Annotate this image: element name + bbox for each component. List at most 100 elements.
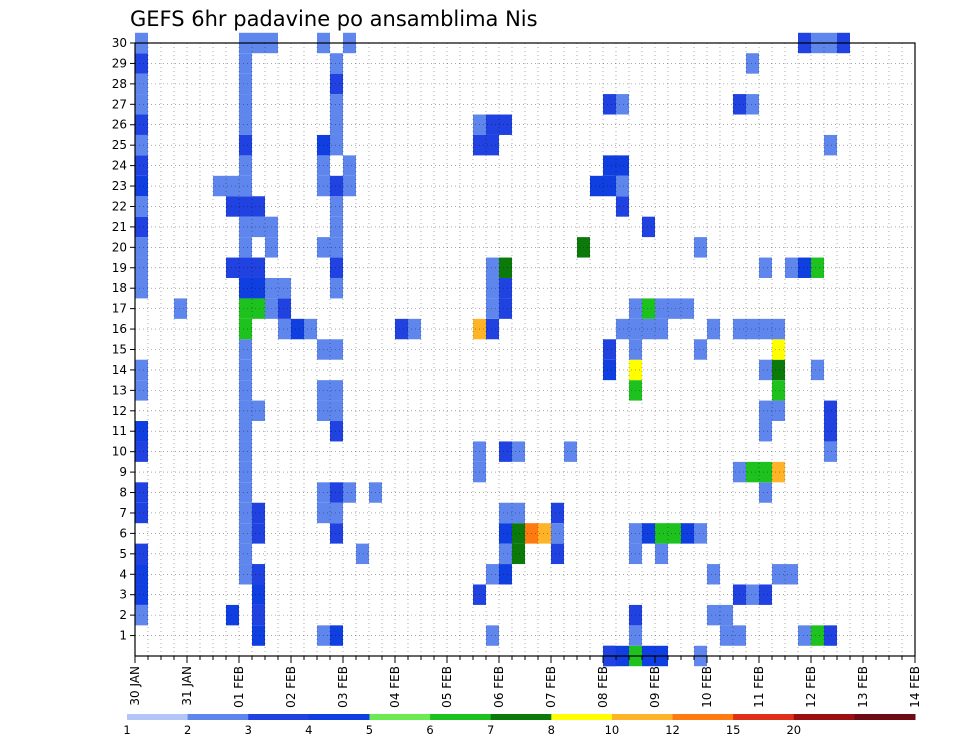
heatmap-cell (551, 502, 564, 524)
heatmap-cell (239, 134, 252, 156)
heatmap-cell (694, 237, 707, 258)
heatmap-cells (135, 32, 850, 667)
y-tick-label: 14 (112, 363, 127, 377)
heatmap-cell (330, 216, 343, 238)
heatmap-cell (499, 564, 512, 585)
heatmap-cell (499, 523, 512, 544)
heatmap-cell (135, 482, 148, 503)
heatmap-cell (395, 318, 408, 340)
heatmap-cell (616, 196, 629, 217)
heatmap-cell (304, 318, 317, 340)
heatmap-cell (655, 543, 668, 565)
heatmap-cell (811, 257, 824, 278)
heatmap-cell (642, 298, 655, 319)
heatmap-cell (239, 318, 252, 340)
colorbar-segment (672, 714, 734, 720)
heatmap-cell (642, 318, 655, 340)
heatmap-cell (655, 523, 668, 544)
heatmap-cell (603, 155, 616, 176)
heatmap-cell (330, 400, 343, 422)
heatmap-cell (135, 134, 148, 156)
colorbar-segment (430, 714, 492, 720)
y-tick-label: 18 (112, 281, 127, 295)
heatmap-cell (330, 53, 343, 74)
heatmap-cell (239, 298, 252, 319)
heatmap-cell (616, 155, 629, 176)
heatmap-cell (135, 380, 148, 401)
heatmap-cell (252, 604, 265, 626)
x-tick-label: 09 FEB (648, 666, 662, 708)
colorbar-segment (187, 714, 249, 720)
heatmap-cell (239, 114, 252, 135)
heatmap-cell (551, 523, 564, 544)
heatmap-cell (135, 114, 148, 135)
colorbar: 1 2 3 4 5 6 7 8 10 12 15 20 (123, 714, 916, 737)
colorbar-label: 8 (548, 723, 555, 737)
heatmap-cell (564, 441, 577, 462)
heatmap-cell (239, 441, 252, 462)
colorbar-label: 4 (305, 723, 312, 737)
heatmap-cell (239, 482, 252, 503)
heatmap-cell (486, 257, 499, 278)
colorbar-label: 2 (184, 723, 191, 737)
y-tick-label: 28 (112, 77, 127, 91)
x-tick-label: 01 FEB (232, 666, 246, 708)
heatmap-cell (239, 155, 252, 176)
x-tick-label: 31 JAN (180, 666, 194, 706)
y-tick-label: 4 (119, 567, 127, 581)
heatmap-cell (499, 543, 512, 565)
chart-title: GEFS 6hr padavine po ansamblima Nis (130, 7, 538, 31)
heatmap-cell (499, 502, 512, 524)
heatmap-cell (135, 94, 148, 115)
heatmap-cell (252, 216, 265, 238)
heatmap-cell (759, 400, 772, 422)
heatmap-cell (330, 482, 343, 503)
heatmap-cell (239, 502, 252, 524)
heatmap-cell (135, 441, 148, 462)
colorbar-label: 10 (605, 723, 620, 737)
heatmap-cell (330, 523, 343, 544)
heatmap-cell (330, 277, 343, 299)
colorbar-label: 5 (366, 723, 373, 737)
y-tick-label: 12 (112, 404, 127, 418)
heatmap-cell (239, 359, 252, 381)
heatmap-cell (408, 318, 421, 340)
heatmap-cell (707, 318, 720, 340)
x-tick-label: 07 FEB (544, 666, 558, 708)
heatmap-cell (356, 543, 369, 565)
heatmap-cell (746, 584, 759, 605)
colorbar-segment (490, 714, 552, 720)
heatmap-cell (772, 318, 785, 340)
heatmap-cell (642, 216, 655, 238)
heatmap-cell (239, 277, 252, 299)
heatmap-cell (486, 134, 499, 156)
heatmap-cell (278, 298, 291, 319)
heatmap-cell (759, 359, 772, 381)
heatmap-cell (278, 318, 291, 340)
y-tick-label: 5 (119, 547, 127, 561)
heatmap-cell (551, 543, 564, 565)
heatmap-cell (239, 196, 252, 217)
heatmap-cell (746, 318, 759, 340)
heatmap-cell (486, 318, 499, 340)
heatmap-cell (499, 298, 512, 319)
y-tick-label: 30 (112, 36, 127, 50)
x-tick-label: 03 FEB (336, 666, 350, 708)
heatmap-cell (343, 175, 356, 197)
heatmap-cell (239, 94, 252, 115)
y-tick-label: 9 (119, 465, 127, 479)
y-tick-label: 27 (112, 97, 127, 111)
y-tick-label: 11 (112, 424, 127, 438)
heatmap-cell (135, 502, 148, 524)
x-tick-label: 05 FEB (440, 666, 454, 708)
heatmap-cell (135, 216, 148, 238)
heatmap-cell (694, 339, 707, 360)
heatmap-cell (135, 359, 148, 381)
y-tick-label: 16 (112, 322, 127, 336)
x-tick-label: 13 FEB (856, 666, 870, 708)
heatmap-cell (330, 94, 343, 115)
heatmap-cell (239, 339, 252, 360)
heatmap-cell (798, 625, 811, 646)
heatmap-cell (759, 257, 772, 278)
